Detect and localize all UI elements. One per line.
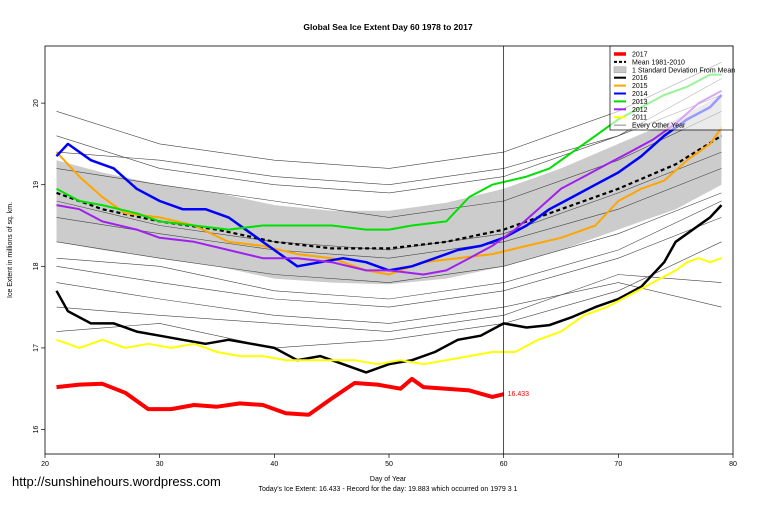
other-years-layer [56,62,722,349]
other-year-line [56,151,722,251]
series-line-2011 [56,257,722,366]
y-axis-ticks: 16 17 18 19 20 [33,99,45,433]
chart-title: Global Sea Ice Extent Day 60 1978 to 201… [303,22,472,32]
series-line-2016 [55,204,723,374]
other-year-line [56,241,722,349]
std-dev-band-layer [56,95,722,285]
x-tick-label: 40 [270,461,278,468]
legend-label: 1 Standard Deviation From Mean [632,67,735,74]
other-year-line [56,192,722,283]
site-watermark: http://sunshinehours.wordpress.com [12,474,221,489]
y-tick-label: 17 [33,344,40,352]
other-year-line [56,111,722,218]
series-line-2012 [56,90,722,276]
x-tick-label: 60 [500,461,508,468]
footer-note: Today's Ice Extent: 16.433 - Record for … [259,486,518,493]
y-tick-label: 19 [33,181,40,189]
y-axis-label: Ice Extent in millions of sq. km. [7,202,14,298]
legend-label: 2012 [632,107,648,114]
x-tick-label: 30 [156,461,164,468]
other-year-line [56,282,722,324]
y-tick-label: 16 [33,426,40,434]
y-tick-label: 20 [33,99,40,107]
legend-label: 2015 [632,83,648,90]
legend-label: 2014 [632,91,648,98]
other-year-line [56,217,722,308]
legend-box [609,45,734,131]
y-tick-label: 18 [33,262,40,270]
current-value-label: 16.433 [508,391,530,398]
x-axis-label: Day of Year [370,476,407,483]
legend-label: 2011 [632,115,647,122]
x-tick-label: 20 [41,461,49,468]
x-tick-label: 80 [729,461,737,468]
x-tick-label: 50 [385,461,393,468]
legend-swatch-band [613,66,627,74]
legend-label: 2017 [632,52,648,59]
other-year-line [56,274,722,332]
legend-label: 2016 [632,75,648,82]
other-year-line [56,168,722,259]
other-year-line [56,200,722,300]
highlighted-series-layer [55,73,723,417]
x-axis-ticks: 20 30 40 50 60 70 80 [41,454,737,468]
legend-label: 2013 [632,99,648,106]
legend-label: Mean 1981-2010 [632,59,685,66]
other-year-line [56,94,722,186]
std-dev-band [56,95,722,285]
legend-label: Every Other Year [632,123,686,130]
x-tick-label: 70 [614,461,622,468]
series-line-2017 [56,376,505,417]
